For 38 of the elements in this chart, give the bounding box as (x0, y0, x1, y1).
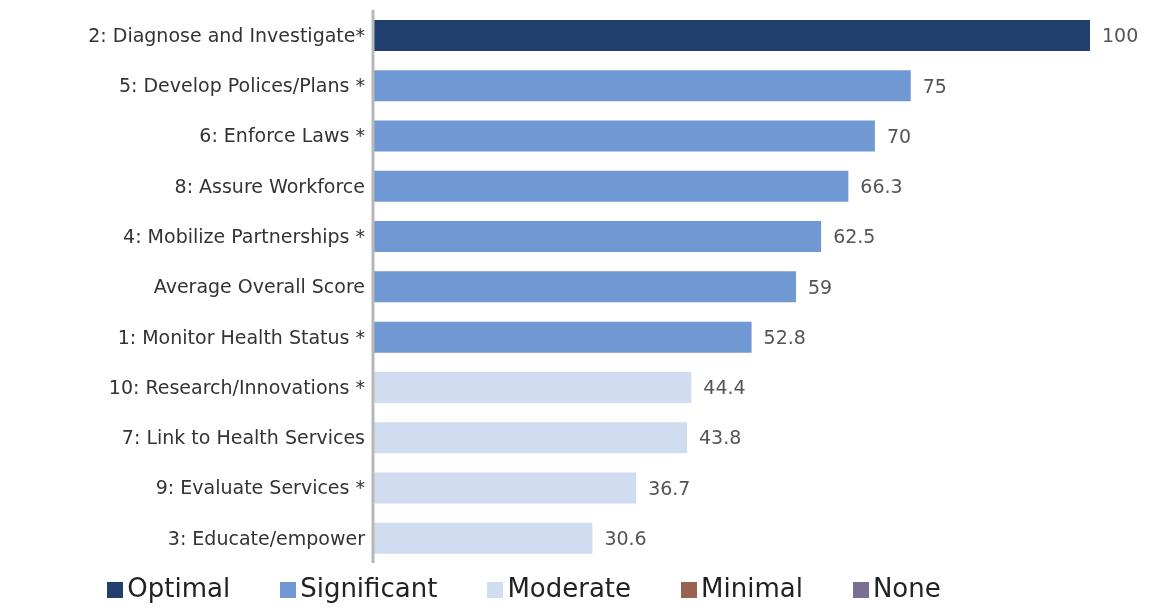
data-label: 70 (886, 124, 912, 147)
legend-label: Moderate (507, 573, 632, 603)
y-tick-label: 8: Assure Workforce (174, 174, 365, 197)
data-label: 30.6 (604, 526, 647, 549)
data-label: 62.5 (833, 225, 876, 248)
data-label: 44.4 (703, 376, 746, 399)
data-label: 75 (922, 74, 947, 97)
bar (373, 472, 637, 504)
y-tick-label: 7: Link to Health Services (121, 426, 365, 449)
y-tick-label: 6: Enforce Laws * (199, 124, 365, 147)
data-label: 66.3 (860, 175, 903, 198)
y-tick-label: 1: Monitor Health Status * (117, 325, 365, 348)
data-label: 52.8 (763, 325, 806, 348)
y-tick-label: 4: Mobilize Partnerships * (123, 224, 365, 247)
bar (373, 221, 822, 253)
bar (373, 170, 849, 202)
bar (373, 271, 797, 303)
legend-label: Optimal (127, 573, 231, 603)
y-tick-label: Average Overall Score (153, 275, 365, 298)
bar (373, 522, 593, 554)
data-label: 36.7 (648, 476, 691, 499)
bar (373, 20, 1090, 51)
y-tick-label: 9: Evaluate Services * (155, 476, 365, 499)
bar (373, 371, 692, 403)
legend-label: None (872, 573, 941, 603)
bar (373, 120, 875, 152)
y-tick-label: 5: Develop Polices/Plans * (118, 74, 365, 97)
y-tick-label: 2: Diagnose and Investigate* (88, 23, 365, 46)
data-label: 59 (808, 275, 833, 298)
bar (373, 321, 752, 353)
data-label: 100 (1102, 24, 1139, 47)
data-label: 43.8 (699, 426, 742, 449)
legend-label: Minimal (701, 573, 803, 603)
y-tick-label: 10: Research/Innovations * (108, 375, 365, 398)
bar (373, 422, 688, 454)
y-tick-label: 3: Educate/empower (167, 526, 366, 549)
bar (373, 70, 911, 102)
legend-label: Significant (300, 573, 438, 603)
